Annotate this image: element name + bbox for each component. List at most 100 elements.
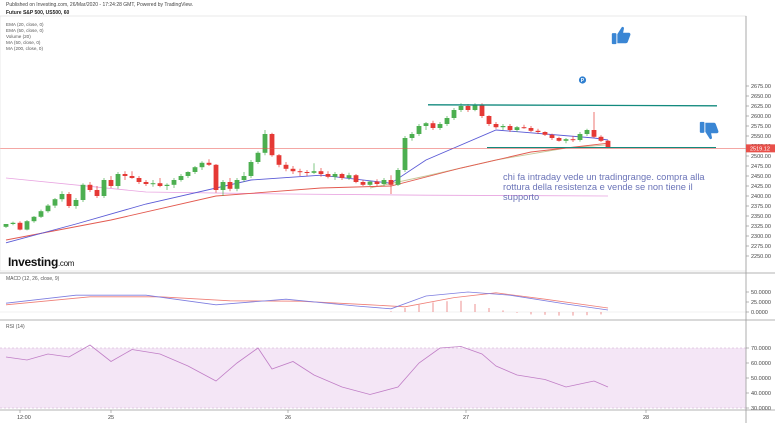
candle-body: [521, 127, 527, 129]
rsi-title: RSI (14): [6, 324, 25, 330]
candle: [157, 178, 163, 188]
candle-body: [52, 199, 58, 206]
candle-body: [542, 132, 548, 135]
candle: [318, 168, 324, 177]
candle: [178, 174, 184, 182]
candle-body: [395, 170, 401, 185]
trading-note: chi fa intraday vede un tradingrange. co…: [503, 172, 705, 202]
candle: [262, 130, 268, 156]
candle: [430, 120, 436, 130]
candle: [45, 204, 51, 213]
axes: 2675.002650.002625.002600.002575.002550.…: [0, 15, 775, 423]
candle: [220, 180, 226, 196]
candle: [549, 133, 555, 140]
candle: [276, 154, 282, 168]
candle-body: [381, 180, 387, 184]
macd-title: MACD (12, 26, close, 9): [6, 276, 60, 282]
candle: [255, 151, 261, 164]
price-panel: P: [0, 76, 746, 244]
rsi-panel: [0, 344, 746, 409]
candle-body: [31, 216, 37, 222]
candle-body: [122, 174, 128, 176]
rsi-band: [0, 348, 746, 408]
indicator-volume: Volume (20): [6, 34, 31, 39]
indicator-ema20: EMA (20, close, 0): [6, 22, 44, 27]
candle: [339, 172, 345, 180]
candle-body: [437, 124, 443, 128]
candle: [353, 174, 359, 184]
candle: [346, 172, 352, 180]
candle-body: [444, 118, 450, 124]
price-tick-label: 2500.00: [751, 154, 771, 160]
candle-body: [199, 162, 205, 168]
candle-body: [206, 162, 212, 165]
candle: [66, 192, 72, 208]
candle-body: [150, 183, 156, 185]
candle: [206, 159, 212, 166]
candle-body: [80, 184, 86, 200]
candle-body: [10, 222, 16, 224]
candle-body: [325, 174, 331, 177]
candle-body: [563, 139, 569, 141]
candle: [129, 171, 135, 179]
candle-body: [101, 180, 107, 196]
last-price-label: 2519.12: [750, 147, 770, 153]
candle: [248, 160, 254, 178]
thumbs-up-icon: [611, 26, 631, 45]
time-tick-label: 25: [108, 415, 114, 421]
candle: [136, 176, 142, 184]
publish-info: Published on Investing.com, 26/Mar/2020 …: [6, 2, 193, 8]
candle: [297, 168, 303, 176]
candle: [360, 180, 366, 186]
candle: [150, 180, 156, 187]
candle-body: [143, 182, 149, 184]
candle-body: [87, 184, 93, 190]
candle-body: [598, 136, 604, 141]
candle: [171, 178, 177, 188]
candle-body: [458, 106, 464, 110]
ma200-line: [5, 177, 609, 197]
candle: [325, 171, 331, 179]
candle: [269, 132, 275, 157]
candle-body: [157, 183, 163, 186]
candle: [143, 180, 149, 186]
candle-body: [479, 104, 485, 116]
candle-body: [367, 181, 373, 185]
candle: [493, 122, 499, 129]
candle: [241, 172, 247, 182]
candle: [395, 168, 401, 186]
candle: [444, 116, 450, 126]
candle: [311, 163, 317, 174]
candle-body: [290, 168, 296, 172]
price-tick-label: 2325.00: [751, 224, 771, 230]
candle-body: [507, 126, 513, 130]
candle: [52, 198, 58, 208]
price-tick-label: 2650.00: [751, 94, 771, 100]
ema50-line: [5, 142, 609, 241]
candle: [192, 166, 198, 174]
candle-body: [605, 140, 611, 148]
candle-body: [549, 134, 555, 138]
candle: [381, 178, 387, 186]
candle-body: [311, 171, 317, 173]
macd-tick-label: 25.0000: [751, 300, 771, 306]
candle-body: [59, 194, 65, 200]
candle-body: [339, 174, 345, 178]
candle: [17, 221, 23, 231]
macd-tick-label: 50.0000: [751, 290, 771, 296]
candle: [528, 126, 534, 132]
candle-body: [430, 123, 436, 128]
candle-body: [73, 200, 79, 206]
macd-line: [5, 291, 609, 311]
price-tick-label: 2300.00: [751, 234, 771, 240]
indicator-ema50: EMA (50, close, 0): [6, 28, 44, 33]
candle: [514, 126, 520, 132]
candle-body: [185, 172, 191, 176]
last-price-badge: [746, 144, 775, 153]
rsi-tick-label: 50.0000: [751, 376, 771, 382]
candle-body: [164, 184, 170, 186]
candle-body: [465, 106, 471, 110]
candle: [500, 124, 506, 130]
thumbs-down-icon: [699, 121, 719, 140]
candle: [570, 136, 576, 142]
